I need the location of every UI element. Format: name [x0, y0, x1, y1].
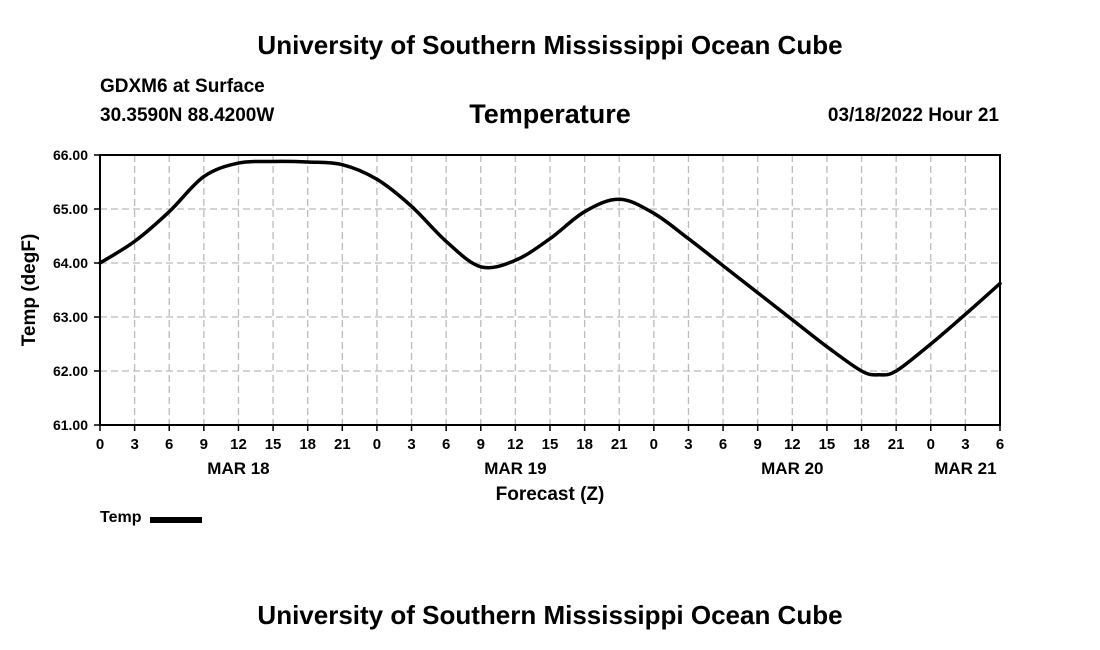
legend-swatch-temp — [150, 516, 203, 523]
x-tick-label: 21 — [888, 436, 905, 453]
x-tick-label: 15 — [819, 436, 836, 453]
x-tick-label: 9 — [200, 436, 208, 453]
x-tick-label: 18 — [299, 436, 316, 453]
y-axis-ticks: 61.00 62.00 63.00 64.00 65.00 66.00 — [53, 147, 100, 433]
day-label: MAR 18 — [207, 459, 269, 478]
institution-title-top: University of Southern Mississippi Ocean… — [257, 30, 843, 60]
x-tick-label: 15 — [542, 436, 559, 453]
y-tick-label: 62.00 — [53, 363, 88, 379]
x-tick-label: 18 — [576, 436, 593, 453]
day-label: MAR 21 — [934, 459, 996, 478]
y-tick-label: 66.00 — [53, 147, 88, 163]
chart-title: Temperature — [469, 99, 631, 129]
x-tick-label: 12 — [507, 436, 524, 453]
x-tick-label: 9 — [754, 436, 762, 453]
x-tick-label: 3 — [684, 436, 692, 453]
series-line-temp — [98, 159, 1002, 377]
x-tick-label: 6 — [442, 436, 450, 453]
x-tick-label: 3 — [407, 436, 415, 453]
x-tick-label: 6 — [165, 436, 173, 453]
forecast-datetime: 03/18/2022 Hour 21 — [827, 105, 999, 126]
y-axis-label: Temp (degF) — [19, 234, 40, 347]
day-label: MAR 20 — [761, 459, 823, 478]
legend: Temp — [100, 509, 203, 527]
x-tick-label: 15 — [265, 436, 282, 453]
institution-title-bottom: University of Southern Mississippi Ocean… — [257, 600, 843, 630]
x-axis-label: Forecast (Z) — [496, 484, 605, 505]
x-tick-label: 3 — [130, 436, 138, 453]
x-tick-label: 0 — [373, 436, 381, 453]
day-labels: MAR 18 MAR 19 MAR 20 MAR 21 — [207, 459, 996, 478]
grid-lines — [100, 154, 1000, 425]
x-tick-label: 18 — [853, 436, 870, 453]
x-tick-label: 3 — [961, 436, 969, 453]
y-tick-label: 61.00 — [53, 417, 88, 433]
x-tick-label: 9 — [477, 436, 485, 453]
x-tick-label: 21 — [334, 436, 351, 453]
station-label: GDXM6 at Surface — [100, 76, 265, 97]
day-label: MAR 19 — [484, 459, 546, 478]
x-tick-label: 6 — [719, 436, 727, 453]
y-tick-label: 65.00 — [53, 201, 88, 217]
x-tick-label: 12 — [784, 436, 801, 453]
x-axis-ticks: 0 3 6 9 12 15 18 21 0 3 6 9 12 15 18 21 0 3 6 9 12 15 18 21 0 3 6 — [96, 425, 1004, 453]
x-tick-label: 12 — [230, 436, 247, 453]
x-tick-label: 0 — [96, 436, 104, 453]
y-tick-label: 64.00 — [53, 255, 88, 271]
y-tick-label: 63.00 — [53, 309, 88, 325]
x-tick-label: 0 — [927, 436, 935, 453]
x-tick-label: 6 — [996, 436, 1004, 453]
x-tick-label: 0 — [650, 436, 658, 453]
legend-label-temp: Temp — [100, 509, 142, 526]
coordinates-label: 30.3590N 88.4200W — [100, 105, 275, 126]
x-tick-label: 21 — [611, 436, 628, 453]
